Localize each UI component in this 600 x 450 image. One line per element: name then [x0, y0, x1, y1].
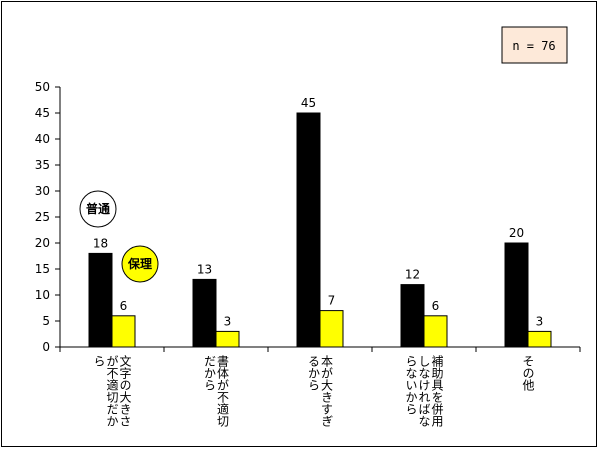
data-label: 6	[432, 299, 440, 313]
category-label-line: だから	[203, 355, 217, 391]
category-label-line: ら	[92, 355, 106, 367]
legend-label-series-2: 保理	[127, 256, 152, 271]
legend-label-series-1: 普通	[86, 201, 110, 216]
bar-series-1-cat-4	[400, 284, 425, 348]
y-tick-label: 15	[35, 262, 50, 276]
category-label-line: らないから	[404, 355, 418, 415]
bar-series-1-cat-1	[88, 252, 113, 348]
bar-series-2-cat-5	[527, 330, 552, 348]
y-tick-label: 40	[35, 132, 50, 146]
bar-series-1-cat-2	[192, 278, 217, 348]
data-label: 12	[405, 268, 420, 282]
sample-size-box: n = 76	[501, 26, 568, 64]
data-label: 7	[328, 294, 336, 308]
bar-series-2-cat-3	[319, 310, 344, 348]
category-label-line: その他	[521, 355, 535, 391]
category-label-line: 文字の大きさ	[118, 354, 132, 427]
bar-series-2-cat-1	[111, 315, 136, 348]
y-tick-label: 30	[35, 184, 50, 198]
category-label-line: るから	[307, 355, 321, 391]
bars: 18 13 45 12 20 6 3 7 6 3	[88, 96, 552, 348]
category-label-line: しなければな	[417, 355, 431, 427]
category-label-line: 書体が不適切	[216, 355, 230, 428]
y-tick-label: 10	[35, 288, 50, 302]
data-label: 3	[224, 314, 232, 328]
bar-series-2-cat-4	[423, 315, 448, 348]
legend: 普通 保理	[79, 190, 159, 283]
legend-marker-series-1	[79, 190, 117, 228]
data-label: 6	[120, 299, 128, 313]
bar-series-2-cat-2	[215, 330, 240, 348]
data-label: 18	[93, 236, 108, 250]
x-axis	[59, 346, 581, 352]
category-label-line: が不適切だか	[105, 355, 119, 427]
y-tick-label: 5	[42, 314, 50, 328]
data-label: 45	[301, 96, 316, 110]
y-tick-label: 20	[35, 236, 50, 250]
y-axis: 0 5 10 15 20 25 30 35 40 45 50	[35, 80, 61, 354]
y-tick-label: 25	[35, 210, 50, 224]
legend-marker-series-2	[121, 245, 159, 283]
y-tick-label: 35	[35, 158, 50, 172]
bar-series-1-cat-5	[504, 242, 529, 348]
y-tick-label: 0	[42, 340, 50, 354]
y-tick-label: 45	[35, 106, 50, 120]
sample-size-text: n = 76	[512, 39, 555, 53]
category-label-line: 本が大きすぎ	[320, 355, 334, 427]
data-label: 20	[509, 226, 524, 240]
data-label: 13	[197, 262, 212, 276]
y-tick-label: 50	[35, 80, 50, 94]
sample-size-box-bg	[501, 26, 568, 64]
category-label-line: 補助具を併用	[430, 355, 444, 428]
data-label: 3	[536, 314, 544, 328]
bar-series-1-cat-3	[296, 112, 321, 348]
